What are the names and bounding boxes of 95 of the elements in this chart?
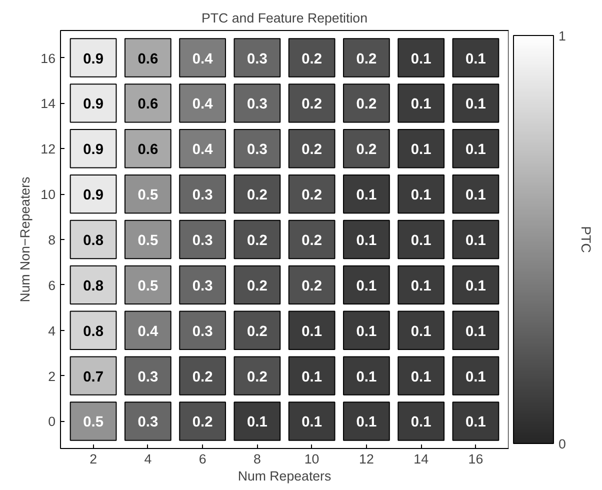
data-label: 0.1	[356, 233, 377, 249]
data-label: 0.1	[356, 188, 377, 204]
color-bar-label: 1	[558, 28, 566, 44]
data-label: 0.1	[466, 324, 486, 340]
data-label: 0.1	[410, 324, 432, 340]
data-label: 0.2	[302, 142, 322, 158]
data-label: 0.4	[192, 142, 214, 158]
data-label: 0.1	[466, 414, 486, 431]
data-label: 0.6	[138, 142, 158, 158]
data-label: 0.1	[302, 414, 322, 431]
data-label: 0.2	[246, 188, 268, 204]
data-label: 0.1	[356, 414, 377, 431]
y-tick-label: 6	[48, 278, 56, 293]
data-label: 0.1	[410, 233, 432, 249]
data-label: 0.3	[138, 414, 158, 431]
data-label: 0.1	[356, 278, 377, 294]
x-tick-label: 2	[90, 452, 97, 466]
y-axis-title: Num Non−Repeaters	[18, 176, 33, 302]
data-label: 0.1	[410, 96, 432, 113]
color-bar-title: PTC	[578, 226, 594, 254]
data-label: 0.2	[192, 369, 213, 386]
x-axis-title: Num Repeaters	[238, 468, 332, 484]
data-label: 0.7	[83, 369, 104, 386]
data-label: 0.9	[83, 142, 104, 158]
x-tick-label: 16	[468, 452, 484, 466]
data-label: 0.2	[246, 233, 268, 249]
color-bar-label: 0	[558, 436, 566, 452]
data-label: 0.8	[83, 233, 104, 249]
y-tick-label: 0	[48, 414, 56, 430]
data-label: 0.1	[466, 278, 486, 294]
data-label: 0.1	[410, 278, 432, 294]
y-tick-label: 2	[48, 368, 56, 384]
data-label: 0.2	[356, 142, 377, 158]
data-label: 0.8	[83, 324, 104, 340]
data-label: 0.1	[466, 96, 486, 113]
data-label: 0.1	[466, 188, 486, 204]
y-tick-label: 4	[48, 323, 56, 338]
data-label: 0.2	[302, 96, 322, 113]
x-tick-label: 14	[414, 452, 430, 466]
x-tick-label: 10	[304, 452, 320, 466]
data-label: 0.3	[246, 51, 268, 68]
data-label: 0.2	[302, 51, 322, 68]
data-label: 0.3	[246, 96, 268, 113]
data-label: 0.1	[302, 324, 322, 340]
data-label: 0.2	[356, 96, 377, 113]
data-label: 0.1	[466, 233, 486, 249]
x-tick-label: 12	[359, 452, 374, 466]
data-label: 0.6	[138, 96, 158, 113]
data-label: 0.3	[192, 324, 213, 340]
data-label: 0.2	[302, 278, 322, 294]
data-label: 0.1	[410, 188, 432, 204]
y-tick-label: 8	[48, 232, 56, 248]
data-label: 0.6	[138, 51, 158, 68]
data-label: 0.1	[410, 51, 432, 68]
data-label: 0.4	[138, 324, 159, 340]
data-label: 0.1	[466, 51, 486, 68]
data-label: 0.3	[192, 188, 213, 204]
data-label: 0.9	[83, 51, 104, 68]
data-label: 0.5	[138, 278, 158, 294]
x-tick-label: 6	[198, 452, 206, 466]
data-label: 0.1	[302, 369, 322, 386]
chart-title: PTC and Feature Repetition	[202, 10, 368, 26]
data-label: 0.1	[246, 414, 268, 431]
data-label: 0.4	[192, 96, 214, 113]
y-tick-label: 10	[40, 187, 56, 202]
data-label: 0.1	[466, 142, 486, 158]
data-label: 0.3	[192, 278, 213, 294]
data-label: 0.1	[356, 324, 377, 340]
data-label: 0.3	[138, 369, 158, 386]
data-label: 0.2	[246, 278, 268, 294]
data-label: 0.2	[356, 51, 377, 68]
data-label: 0.9	[83, 96, 104, 113]
data-label: 0.2	[302, 233, 322, 249]
y-tick-label: 12	[40, 142, 56, 157]
data-label: 0.9	[83, 188, 104, 204]
y-tick-label: 16	[40, 50, 56, 66]
data-label: 0.5	[83, 414, 104, 431]
data-label: 0.2	[246, 324, 268, 340]
data-label: 0.5	[138, 188, 158, 204]
data-label: 0.5	[138, 233, 158, 249]
data-label: 0.4	[192, 51, 214, 68]
data-label: 0.2	[246, 369, 268, 386]
x-tick-label: 8	[253, 452, 261, 466]
data-label: 0.1	[356, 369, 377, 386]
y-tick-label: 14	[40, 96, 56, 112]
data-label: 0.2	[302, 188, 322, 204]
x-tick-label: 4	[144, 452, 152, 466]
data-label: 0.3	[246, 142, 268, 158]
data-label: 0.2	[192, 414, 213, 431]
data-label: 0.1	[466, 369, 486, 386]
data-label: 0.3	[192, 233, 213, 249]
data-label: 0.8	[83, 278, 104, 294]
data-label: 0.1	[410, 414, 432, 431]
data-label: 0.1	[410, 142, 432, 158]
data-label: 0.1	[410, 369, 432, 386]
